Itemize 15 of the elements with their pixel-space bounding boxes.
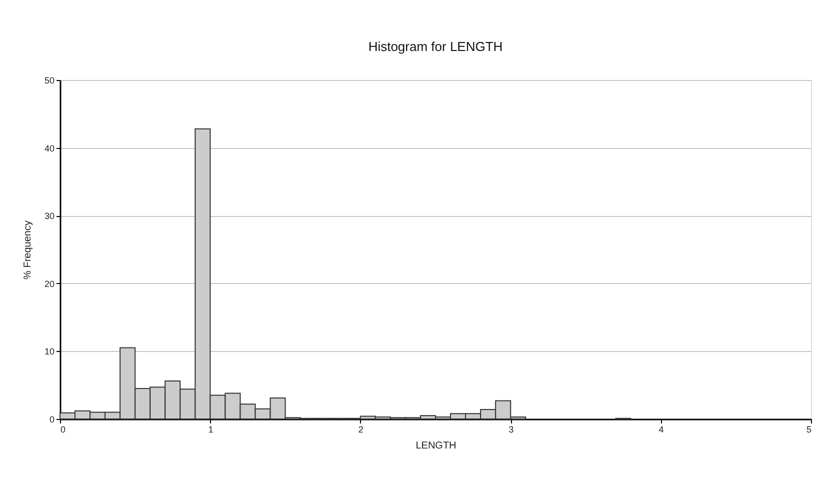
y-axis-title: % Frequency [22, 220, 34, 280]
x-tick-label: 0 [60, 424, 66, 434]
y-tick-label: 0 [49, 414, 54, 424]
x-tick-label: 5 [806, 424, 812, 434]
y-tick-label: 50 [44, 76, 54, 86]
y-tick-label: 20 [44, 278, 54, 289]
y-tick-label: 30 [44, 211, 54, 222]
y-tick-label: 10 [44, 346, 54, 357]
y-tick-label: 40 [44, 143, 54, 154]
x-axis-title: LENGTH [416, 440, 456, 452]
x-tick-label: 1 [208, 424, 214, 434]
x-tick-label: 3 [508, 424, 514, 434]
chart-title: Histogram for LENGTH [368, 39, 503, 54]
x-tick-label: 4 [658, 424, 664, 434]
x-tick-label: 2 [358, 424, 364, 434]
